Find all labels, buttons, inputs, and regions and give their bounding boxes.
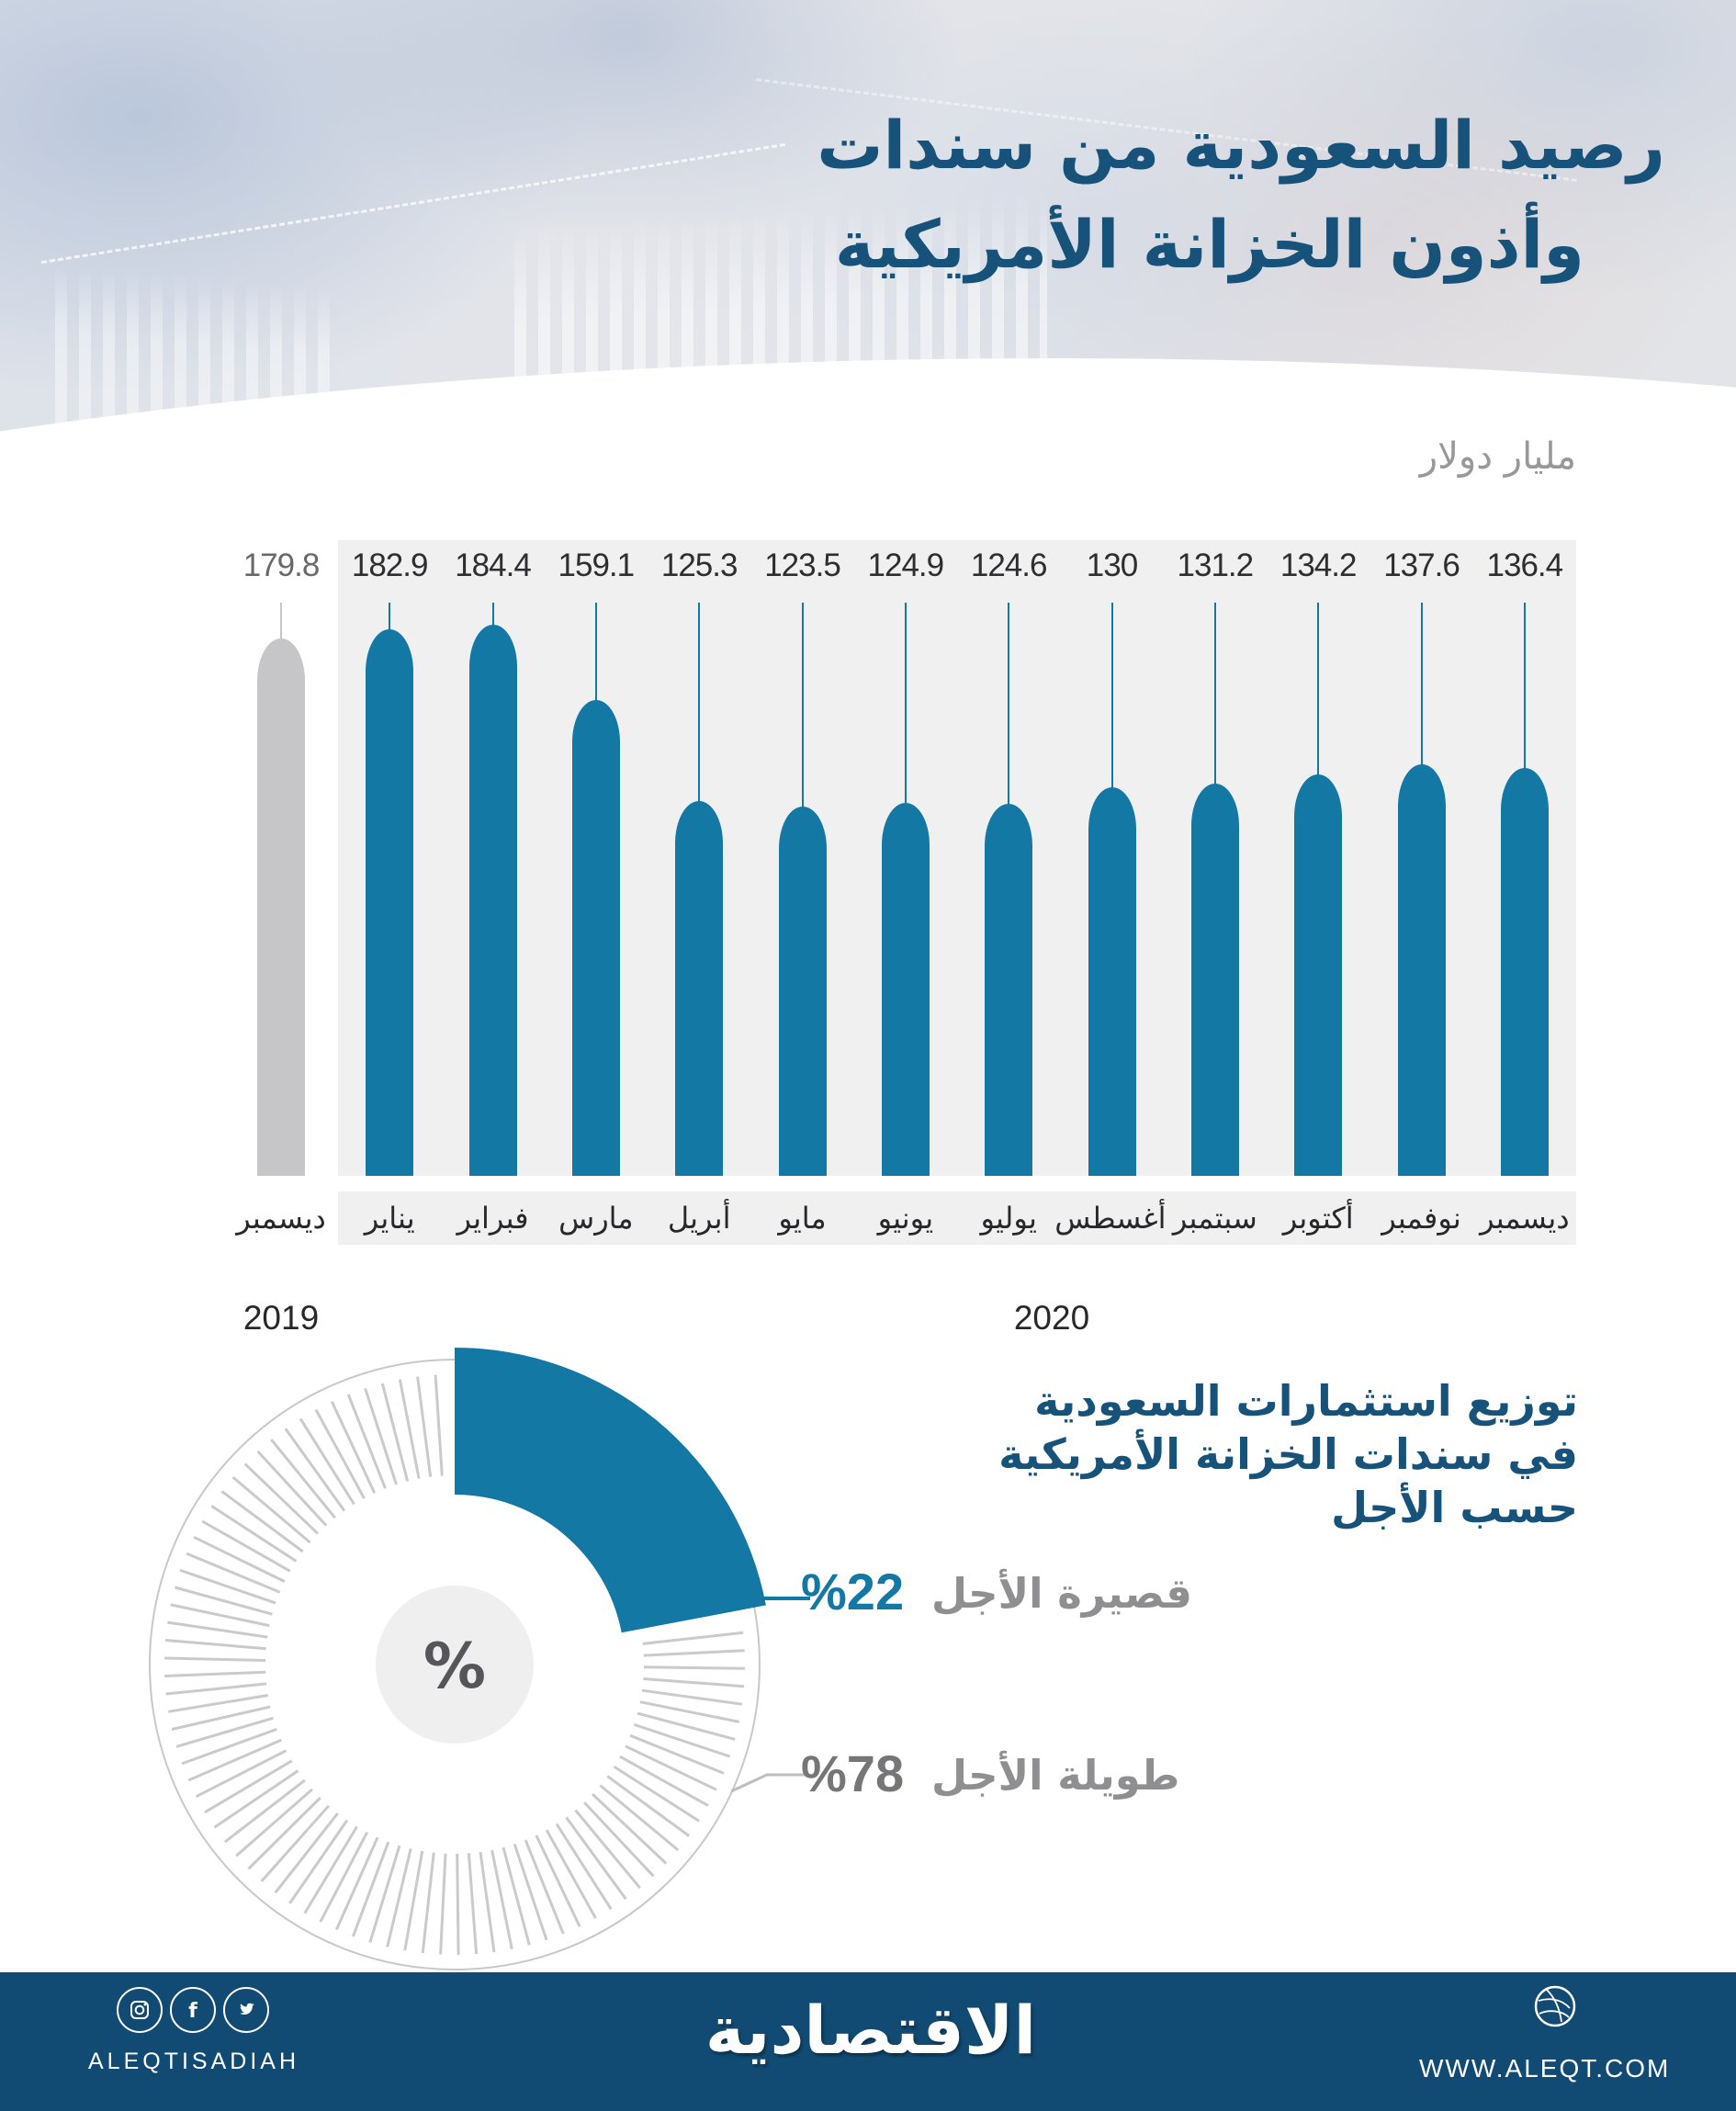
donut-center-percent-symbol: %: [423, 1631, 486, 1703]
month-label-col-4: أبريل: [667, 1201, 731, 1236]
bar-stem-col-5: [801, 603, 804, 834]
footer-handle-text: ALEQTISADIAH: [88, 2049, 299, 2074]
page-title: رصيد السعودية من سندات وأذون الخزانة الأ…: [817, 96, 1665, 294]
bar-value-col-11: 137.6: [1383, 548, 1460, 583]
bar-stem-col-0: [280, 603, 282, 666]
social-icons-group: f: [117, 1987, 269, 2033]
month-label-col-10: أكتوبر: [1282, 1201, 1354, 1236]
page-title-line2: وأذون الخزانة الأمريكية: [834, 206, 1584, 283]
bar-col-12: [1500, 768, 1549, 1176]
long-term-value: %78: [801, 1744, 905, 1802]
dribbble-icon[interactable]: [1533, 1984, 1577, 2032]
bar-stem-col-11: [1420, 603, 1423, 792]
donut-wedge-22pct: [455, 1348, 766, 1633]
year-label-2019: 2019: [242, 1299, 320, 1337]
year-label-2020: 2020: [1013, 1299, 1090, 1337]
month-label-col-7: يوليو: [980, 1201, 1037, 1236]
long-term-label: طويلة الأجل: [931, 1751, 1180, 1800]
bar-col-3: [571, 700, 620, 1176]
bar-stem-col-9: [1213, 603, 1216, 811]
aleqtisadiah-logo: الاقتصادية: [705, 1992, 1037, 2069]
donut-title-line2: في سندات الخزانة الأمريكية: [998, 1429, 1578, 1479]
bar-stem-col-10: [1317, 603, 1320, 802]
month-label-col-0: ديسمبر: [236, 1201, 326, 1236]
donut-title-line3: حسب الأجل: [1331, 1483, 1578, 1532]
donut-center-circle: [376, 1586, 534, 1744]
bar-value-col-0: 179.8: [242, 548, 321, 583]
bar-value-col-1: 182.9: [351, 548, 429, 583]
month-label-col-1: يناير: [364, 1201, 415, 1236]
bar-col-7: [985, 804, 1033, 1176]
units-label: مليار دولار: [1419, 435, 1576, 478]
bar-value-col-5: 123.5: [764, 548, 841, 583]
footer-url[interactable]: WWW.ALEQT.COM: [1419, 2054, 1671, 2083]
bar-value-col-4: 125.3: [660, 548, 738, 583]
month-label-col-3: مارس: [558, 1201, 634, 1236]
month-axis-band: [338, 1191, 1576, 1245]
bar-col-8: [1088, 787, 1136, 1176]
donut-ticks-78pct: [164, 1374, 746, 1956]
page-title-line1: رصيد السعودية من سندات: [817, 107, 1665, 184]
bar-value-col-10: 134.2: [1279, 548, 1358, 583]
bar-stem-col-8: [1110, 603, 1113, 815]
donut-chart: %: [149, 1348, 810, 1970]
bar-chart-plot-background: [338, 540, 1576, 1176]
bar-value-col-8: 130: [1086, 548, 1138, 583]
footer-bar: [0, 1972, 1736, 2111]
bar-value-col-12: 136.4: [1486, 548, 1564, 583]
bar-stem-col-7: [1008, 603, 1010, 831]
header-background: [0, 0, 1736, 588]
bar-col-4: [675, 801, 724, 1176]
bar-stem-col-12: [1523, 603, 1526, 796]
short-term-label: قصيرة الأجل: [931, 1569, 1192, 1618]
bar-col-6: [881, 803, 930, 1176]
month-label-col-11: نوفمبر: [1381, 1201, 1461, 1236]
bar-col-9: [1190, 784, 1239, 1176]
bar-value-col-3: 159.1: [558, 548, 636, 583]
bar-value-col-6: 124.9: [867, 548, 945, 583]
month-label-col-2: فبراير: [457, 1201, 529, 1236]
bar-col-0: [257, 638, 305, 1176]
month-label-col-6: يونيو: [877, 1201, 934, 1236]
month-label-col-9: سبتمبر: [1172, 1201, 1257, 1236]
svg-text:f: f: [188, 2000, 197, 2023]
donut-title: توزيع استثمارات السعودية في سندات الخزان…: [998, 1374, 1578, 1534]
bar-stem-col-3: [594, 603, 597, 728]
month-label-col-5: مايو: [778, 1201, 827, 1236]
bar-value-col-9: 131.2: [1177, 548, 1255, 583]
bar-col-5: [778, 807, 827, 1176]
instagram-icon[interactable]: [117, 1987, 163, 2033]
bar-value-col-2: 184.4: [455, 548, 532, 583]
long-term-callout-line: [730, 1773, 806, 1793]
month-label-col-8: أغسطس: [1054, 1201, 1167, 1236]
bar-col-11: [1397, 764, 1446, 1176]
facebook-icon[interactable]: f: [170, 1987, 216, 2033]
bar-col-10: [1294, 774, 1343, 1176]
month-label-col-12: ديسمبر: [1480, 1201, 1570, 1236]
bar-value-col-7: 124.6: [970, 548, 1048, 583]
bar-col-2: [468, 625, 517, 1176]
bar-stem-col-6: [904, 603, 907, 830]
twitter-icon[interactable]: [223, 1987, 269, 2033]
short-term-value: %22: [801, 1563, 905, 1620]
donut-title-line1: توزيع استثمارات السعودية: [1034, 1376, 1578, 1426]
bar-stem-col-4: [698, 603, 701, 829]
bar-col-1: [366, 629, 414, 1176]
